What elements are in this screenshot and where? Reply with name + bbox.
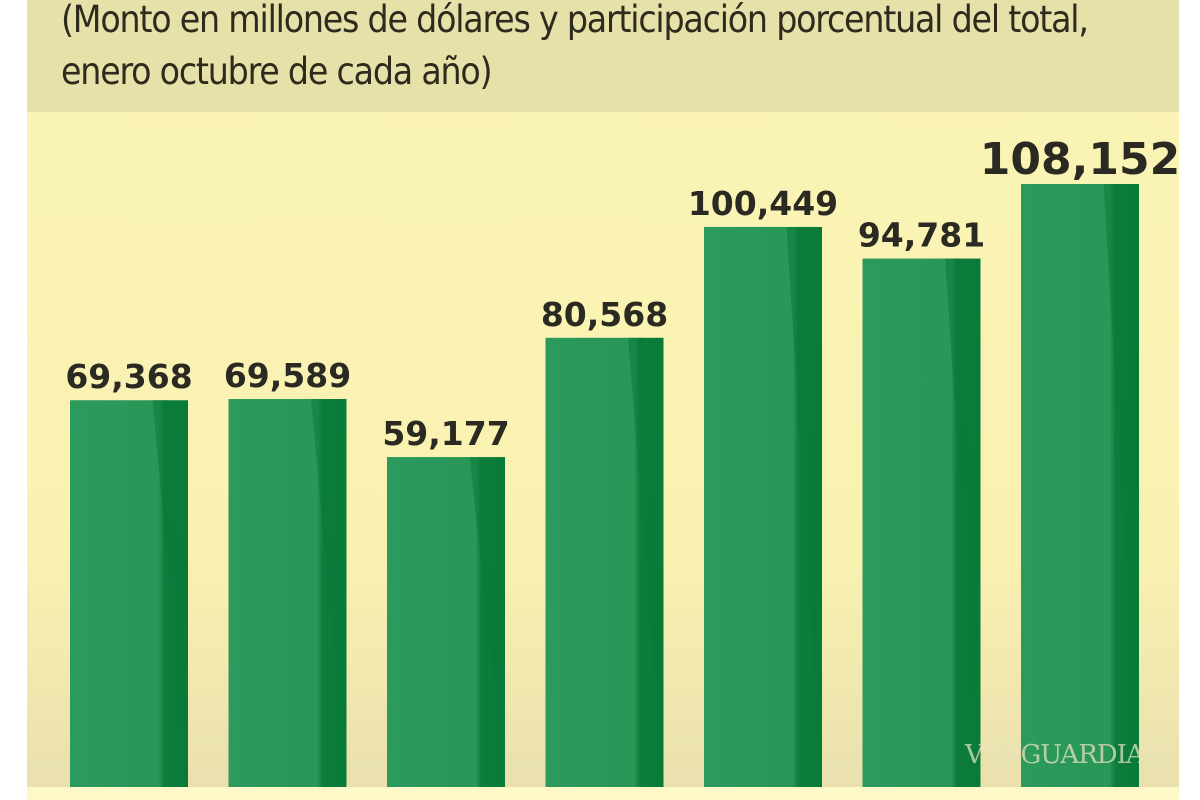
bar-shade-4 (786, 226, 822, 787)
data-label-2: 59,177 (382, 414, 509, 453)
data-label-0: 69,368 (65, 357, 192, 396)
x-axis-strip (27, 787, 1179, 800)
bar-shade-6 (1103, 184, 1139, 787)
watermark-suffix: MX (1143, 744, 1174, 768)
bar-shade-2 (469, 457, 505, 787)
data-label-4: 100,449 (688, 184, 838, 223)
bar-shade-0 (152, 400, 188, 787)
data-label-3: 80,568 (541, 295, 668, 334)
chart-panel: (Monto en millones de dólares y particip… (27, 0, 1179, 800)
data-label-6: 108,152 (980, 134, 1179, 185)
bar-chart: 69,368 69,589 59,177 80,568 100,449 94,781 108… (65, 134, 1179, 788)
data-label-5: 94,781 (858, 216, 985, 255)
data-label-1: 69,589 (224, 356, 351, 395)
bar-shade-3 (628, 337, 664, 787)
bar-shade-1 (311, 399, 347, 787)
chart-subtitle: (Monto en millones de dólares y particip… (61, 0, 1089, 93)
watermark-logo: VANGUARDIAMX (965, 740, 1174, 770)
chart-header: (Monto en millones de dólares y particip… (27, 0, 1179, 112)
bar-shade-5 (945, 258, 981, 788)
watermark-text: VANGUARDIA (965, 740, 1145, 770)
